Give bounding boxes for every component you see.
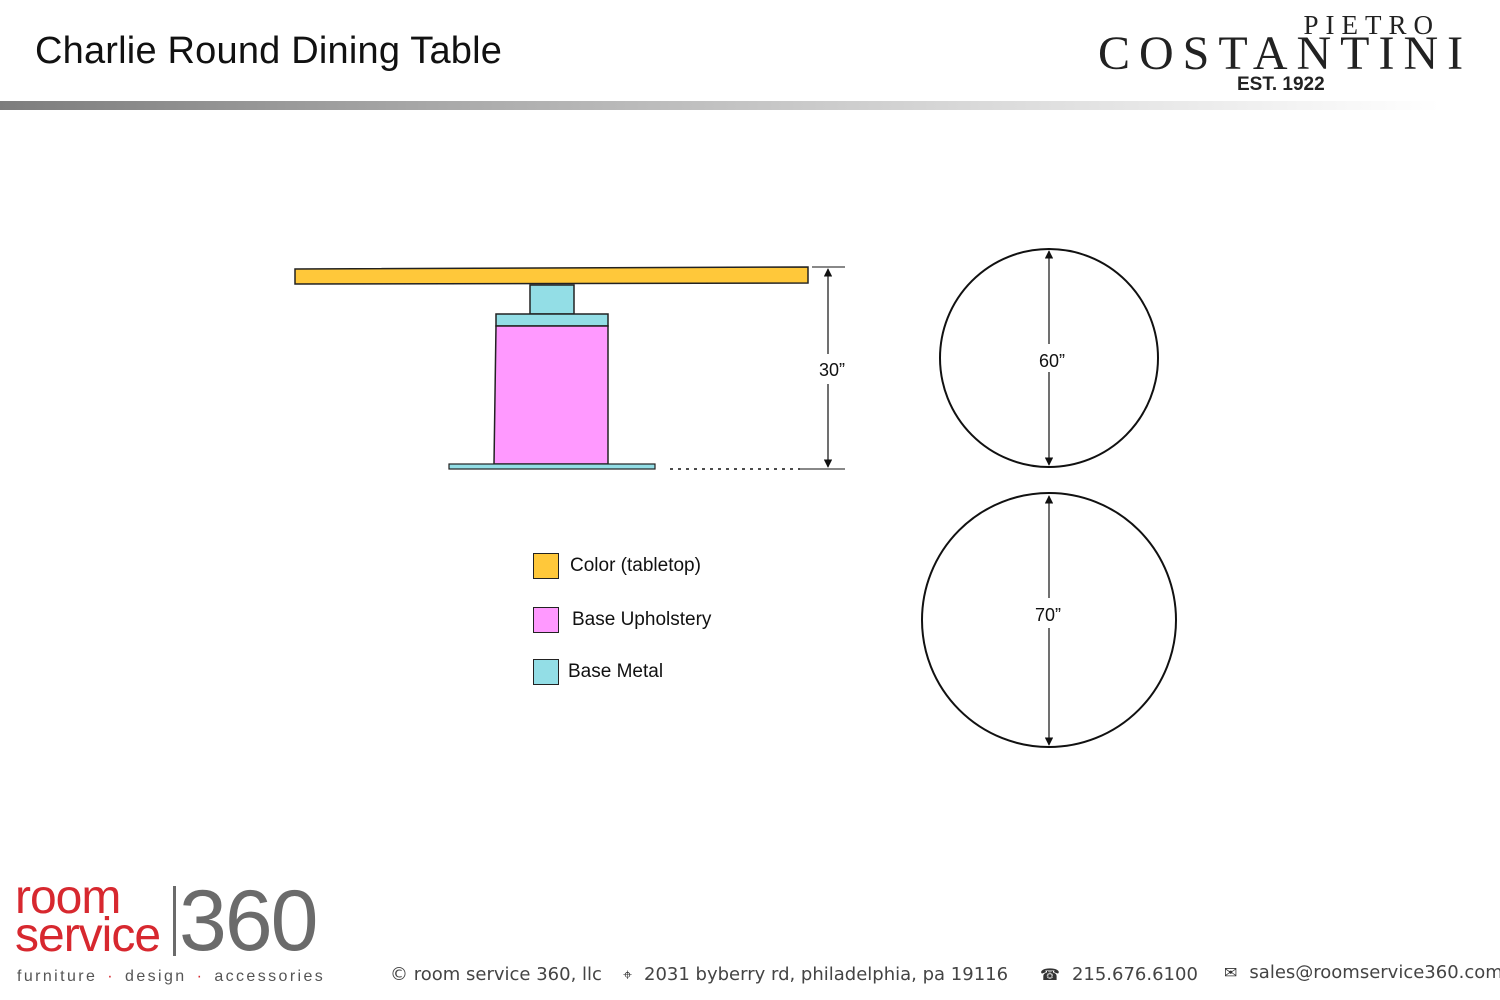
legend-swatch-upholstery xyxy=(533,607,559,633)
legend-item-tabletop: Color (tabletop) xyxy=(533,553,701,579)
logo-tagline: furniture · design · accessories xyxy=(17,968,326,985)
brand-logo-established: EST. 1922 xyxy=(1237,74,1325,95)
logo-360-text: 360 xyxy=(179,873,318,969)
tagline-accessories: accessories xyxy=(214,968,326,985)
envelope-icon: ✉ xyxy=(1224,963,1238,982)
footer-phone: ☎ 215.676.6100 xyxy=(1040,964,1198,985)
map-pin-icon: ⌖ xyxy=(623,965,633,984)
legend-label-tabletop: Color (tabletop) xyxy=(570,555,701,576)
small-diameter-label: 60” xyxy=(1039,351,1065,371)
footer-copyright: © room service 360, llc xyxy=(390,964,602,985)
brand-logo-main: COSTANTINI xyxy=(1098,27,1473,80)
brand-logo-top: PIETRO xyxy=(1303,10,1440,40)
footer-address-text: 2031 byberry rd, philadelphia, pa 19116 xyxy=(644,964,1009,985)
legend-label-upholstery: Base Upholstery xyxy=(572,609,712,630)
header-divider xyxy=(0,101,1440,110)
base-upholstery-body xyxy=(493,325,609,465)
legend-label-metal: Base Metal xyxy=(568,661,664,682)
logo-divider xyxy=(173,886,176,956)
legend-swatch-metal xyxy=(533,659,559,685)
footer-address: ⌖ 2031 byberry rd, philadelphia, pa 19116 xyxy=(623,964,1008,985)
legend-swatch-tabletop xyxy=(533,553,559,579)
footer-email[interactable]: ✉ sales@roomservice360.com xyxy=(1224,962,1500,983)
height-dimension-label: 30” xyxy=(819,360,845,380)
footer-phone-text: 215.676.6100 xyxy=(1071,964,1198,985)
tagline-design: design xyxy=(125,968,187,985)
legend-item-metal: Base Metal xyxy=(533,659,663,685)
phone-icon: ☎ xyxy=(1040,965,1060,984)
page-title: Charlie Round Dining Table xyxy=(35,30,503,72)
legend-item-upholstery: Base Upholstery xyxy=(533,607,711,633)
brand-logo: PIETRO COSTANTINI EST. 1922 xyxy=(1095,8,1490,98)
room-service-logo: room service 360 furniture · design · access… xyxy=(15,871,355,988)
large-diameter-label: 70” xyxy=(1035,605,1061,625)
base-collar xyxy=(495,313,609,327)
footer-email-text[interactable]: sales@roomservice360.com xyxy=(1249,962,1500,983)
logo-service-text: service xyxy=(15,909,161,962)
tabletop-side xyxy=(294,266,809,285)
tagline-furniture: furniture xyxy=(17,968,98,985)
top-view-small-circle xyxy=(939,248,1159,468)
top-view-large-circle xyxy=(921,492,1177,748)
base-neck xyxy=(529,284,575,315)
logo-room-text: room xyxy=(15,871,121,924)
base-foot-plate xyxy=(448,463,656,470)
